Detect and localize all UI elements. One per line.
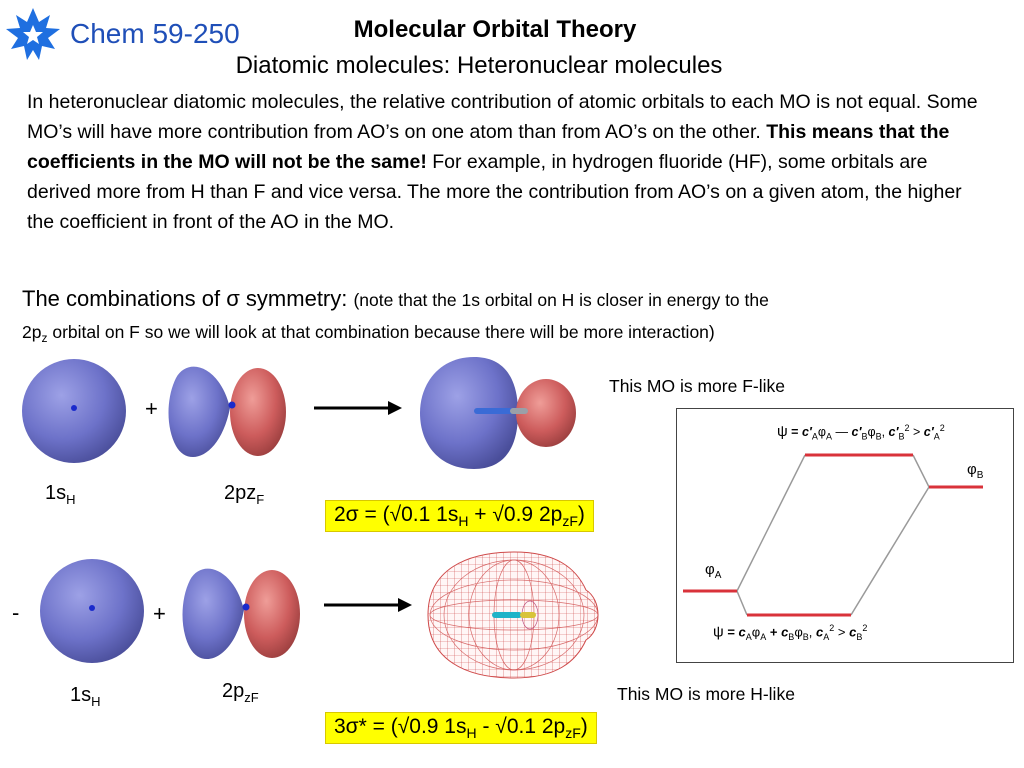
- note-f-like: This MO is more F-like: [609, 376, 785, 396]
- connector-a-to-upper: [736, 454, 806, 592]
- lower-mo-equation: ψ = cAφA + cBφB, cA2 > cB2: [713, 623, 868, 642]
- f-2pz-orbital-row1: [168, 366, 286, 458]
- sigma-2-mo-orbital: [420, 357, 576, 469]
- maple-leaf-logo-icon: [6, 8, 60, 60]
- label-1s-h-row1: 1sH: [45, 482, 76, 507]
- connector-a-to-lower: [736, 590, 748, 616]
- h-1s-orbital-row2: [40, 559, 144, 663]
- intro-paragraph: In heteronuclear diatomic molecules, the…: [27, 87, 992, 237]
- combo-lead-post: symmetry:: [239, 286, 354, 311]
- phi-b-label: φB: [967, 461, 984, 481]
- note-h-like: This MO is more H-like: [617, 684, 795, 704]
- combo-note-sub: z: [41, 331, 48, 346]
- label-2pz-f-row2: 2pzF: [222, 680, 259, 705]
- f-2pz-orbital-row2: [182, 568, 300, 660]
- intro-bold-text: This means that the coefficients in the …: [27, 121, 950, 173]
- connector-b-to-upper: [912, 454, 930, 488]
- plus-sign-row2: +: [153, 601, 166, 626]
- arrow-icon-row2: [324, 598, 412, 612]
- label-1s-h-row2: 1sH: [70, 684, 101, 709]
- sigma-3-star-mo-wireframe: [427, 551, 599, 679]
- plus-sign-row1: +: [145, 396, 158, 421]
- combo-lead-pre: The combinations of: [22, 286, 227, 311]
- connector-b-to-lower: [850, 486, 930, 616]
- combinations-heading: The combinations of σ symmetry: (note th…: [22, 284, 1012, 353]
- h-1s-orbital-row1: [22, 359, 126, 463]
- intro-text-1: In heteronuclear diatomic molecules, the…: [27, 91, 978, 143]
- label-2pz-f-row1: 2pzF: [224, 482, 265, 507]
- combo-note-b2: orbital on F so we will look at that com…: [47, 322, 715, 342]
- course-title: Chem 59-250: [70, 18, 240, 49]
- equation-2sigma: 2σ = (√0.1 1sH + √0.9 2pzF): [325, 500, 594, 533]
- combo-note-a: (note that the 1s orbital on H is closer…: [353, 290, 769, 310]
- combo-note-b1: 2p: [22, 322, 42, 342]
- arrow-icon-row1: [314, 401, 402, 415]
- combo-sigma: σ: [226, 286, 240, 311]
- intro-text-2: For example, in hydrogen fluoride (HF), …: [27, 151, 962, 233]
- mo-diagram-lines: [683, 453, 983, 617]
- phi-a-label: φA: [705, 561, 722, 581]
- page-subtitle: Diatomic molecules: Heteronuclear molecu…: [235, 52, 723, 79]
- page-title: Molecular Orbital Theory: [353, 16, 637, 43]
- equation-3sigma-star: 3σ* = (√0.9 1sH - √0.1 2pzF): [325, 712, 597, 745]
- mo-energy-diagram: ψ = c′AφA — c′BφB, c′B2 > c′A2 φB φA ψ =…: [676, 408, 1014, 663]
- minus-sign-row2: -: [12, 600, 20, 625]
- upper-mo-equation: ψ = c′AφA — c′BφB, c′B2 > c′A2: [777, 423, 945, 442]
